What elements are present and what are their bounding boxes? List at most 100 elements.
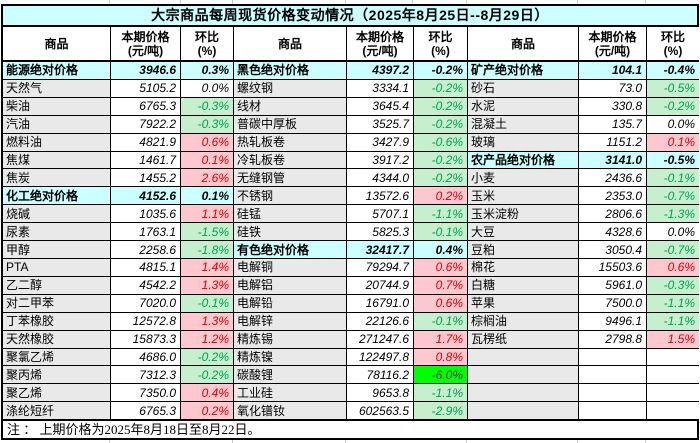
pct-change-cell xyxy=(647,402,699,420)
pct-change-cell: -0.2% xyxy=(181,348,234,366)
pct-change-cell: -0.3% xyxy=(181,115,234,133)
price-cell: 15503.6 xyxy=(579,258,647,276)
table-row: 柴油 6765.3 -0.3% 线材 3645.4 -0.2% 水泥 330.8 -0.2% xyxy=(3,97,699,116)
pct-change-cell: -1.1% xyxy=(647,294,699,312)
commodity-name-cell: 硅铁 xyxy=(234,223,347,241)
commodity-name-cell: 不锈钢 xyxy=(234,187,347,205)
table-body: 能源绝对价格 3946.6 0.3% 黑色绝对价格 4397.2 -0.2% 矿产绝对价格 1… xyxy=(3,62,699,420)
pct-change-cell: 0.4% xyxy=(181,384,234,402)
pct-change-cell: 1.3% xyxy=(181,312,234,330)
table-row: 对二甲苯 7020.0 -0.1% 电解铅 16791.0 0.6% 苹果 7500.0 -1.… xyxy=(3,294,699,313)
price-cell: 13572.6 xyxy=(347,187,414,205)
commodity-name-cell: 普碳中厚板 xyxy=(234,115,347,133)
pct-change-cell xyxy=(647,384,699,402)
commodity-name-cell: PTA xyxy=(3,258,111,276)
price-cell: 6765.3 xyxy=(111,402,181,420)
table-row: 聚丙烯 7312.3 -0.2% 碳酸锂 78116.2 -6.0% xyxy=(3,366,699,385)
commodity-name-cell: 瓦楞纸 xyxy=(468,330,579,348)
commodity-name-cell xyxy=(468,402,579,420)
pct-change-cell: 0.0% xyxy=(647,115,699,133)
pct-change-cell: 0.4% xyxy=(414,241,468,258)
header-commodity-3: 商品 xyxy=(468,27,579,60)
pct-change-cell: -0.1% xyxy=(647,169,699,187)
pct-change-cell: 0.1% xyxy=(181,151,234,169)
commodity-name-cell: 天然橡胶 xyxy=(3,330,111,348)
pct-change-cell: -2.9% xyxy=(414,402,468,420)
commodity-name-cell xyxy=(468,348,579,366)
pct-change-cell: -0.3% xyxy=(647,276,699,294)
pct-change-cell: 0.8% xyxy=(414,348,468,366)
commodity-name-cell: 电解铜 xyxy=(234,258,347,276)
commodity-name-cell: 水泥 xyxy=(468,97,579,115)
pct-change-cell: -0.2% xyxy=(414,97,468,115)
pct-change-cell xyxy=(647,366,699,384)
price-cell: 2353.0 xyxy=(579,187,647,205)
pct-change-cell: -0.1% xyxy=(181,294,234,312)
pct-change-cell: -0.7% xyxy=(647,187,699,205)
pct-change-cell: 0.2% xyxy=(414,187,468,205)
commodity-name-cell: 涤纶短纤 xyxy=(3,402,111,420)
pct-change-cell: 0.6% xyxy=(414,258,468,276)
price-cell: 5707.1 xyxy=(347,205,414,223)
pct-change-cell: 1.7% xyxy=(414,330,468,348)
price-cell: 78116.2 xyxy=(347,366,414,384)
table-row: 烧碱 1035.6 1.1% 硅锰 5707.1 -1.1% 玉米淀粉 2806.6 -1.3% xyxy=(3,205,699,224)
commodity-name-cell: 硅锰 xyxy=(234,205,347,223)
pct-change-cell: 0.3% xyxy=(181,62,234,79)
table-title: 大宗商品每周现货价格变动情况（2025年8月25日--8月29日） xyxy=(3,6,697,27)
price-cell: 73.0 xyxy=(579,79,647,97)
commodity-name-cell: 冷轧板卷 xyxy=(234,151,347,169)
pct-change-cell: 0.1% xyxy=(647,133,699,151)
footnote: 注 ： 上期价格为2025年8月18日至8月22日。 xyxy=(3,419,697,438)
price-cell: 4397.2 xyxy=(347,62,414,79)
price-cell: 4815.1 xyxy=(111,258,181,276)
commodity-name-cell: 乙二醇 xyxy=(3,276,111,294)
price-cell: 6765.3 xyxy=(111,97,181,115)
pct-change-cell: -0.2% xyxy=(414,169,468,187)
commodity-name-cell: 苹果 xyxy=(468,294,579,312)
commodity-name-cell: 电解锌 xyxy=(234,312,347,330)
pct-change-cell: -0.7% xyxy=(647,241,699,258)
pct-change-cell: -0.2% xyxy=(414,79,468,97)
commodity-name-cell: 柴油 xyxy=(3,97,111,115)
price-cell xyxy=(579,384,647,402)
table-row: 丁苯橡胶 12572.8 1.3% 电解锌 22126.6 -0.1% 棕榈油 9496.1-… xyxy=(3,312,699,331)
pct-change-cell: -0.2% xyxy=(414,115,468,133)
pct-change-cell: -0.5% xyxy=(647,151,699,169)
pct-change-cell: -6.0% xyxy=(414,366,468,384)
commodity-name-cell: 尿素 xyxy=(3,223,111,241)
pct-change-cell: -0.6% xyxy=(414,133,468,151)
pct-change-cell: 0.1% xyxy=(181,187,234,205)
price-cell: 12572.8 xyxy=(111,312,181,330)
table-row: 天然气 5105.2 0.0% 螺纹钢 3334.1 -0.2% 砂石 73.0 -0.5% xyxy=(3,79,699,98)
commodity-name-cell: 螺纹钢 xyxy=(234,79,347,97)
table-row: 尿素 1763.1 -1.5% 硅铁 5825.3 -0.1% 大豆 4328.6 0.0% xyxy=(3,223,699,242)
commodity-name-cell: 豆粕 xyxy=(468,241,579,258)
commodity-name-cell: 焦炭 xyxy=(3,169,111,187)
table-row: 乙二醇 4542.2 1.3% 电解铝 20744.9 0.7% 白糖 5961.0 -0.3% xyxy=(3,276,699,295)
header-pct-2: 环比 (%) xyxy=(414,27,468,60)
header-commodity-2: 商品 xyxy=(234,27,347,60)
pct-change-cell: -1.1% xyxy=(414,205,468,223)
commodity-price-table: 大宗商品每周现货价格变动情况（2025年8月25日--8月29日） 商品 本期价… xyxy=(1,4,699,440)
pct-change-cell: 1.4% xyxy=(181,258,234,276)
table-row: PTA 4815.1 1.4% 电解铜 79294.7 0.6% 棉花 15503.6 0.6% xyxy=(3,258,699,277)
commodity-name-cell: 混凝土 xyxy=(468,115,579,133)
pct-change-cell: 0.2% xyxy=(181,402,234,420)
commodity-name-cell: 精炼锡 xyxy=(234,330,347,348)
price-cell: 7500.0 xyxy=(579,294,647,312)
price-cell: 5105.2 xyxy=(111,79,181,97)
price-cell: 7922.2 xyxy=(111,115,181,133)
commodity-name-cell: 工业硅 xyxy=(234,384,347,402)
price-cell: 9496.1 xyxy=(579,312,647,330)
price-cell: 4328.6 xyxy=(579,223,647,241)
commodity-name-cell: 有色绝对价格 xyxy=(234,241,347,258)
commodity-name-cell: 聚丙烯 xyxy=(3,366,111,384)
commodity-name-cell: 小麦 xyxy=(468,169,579,187)
price-cell: 2436.6 xyxy=(579,169,647,187)
price-cell: 20744.9 xyxy=(347,276,414,294)
commodity-name-cell: 汽油 xyxy=(3,115,111,133)
commodity-name-cell: 天然气 xyxy=(3,79,111,97)
commodity-name-cell: 对二甲苯 xyxy=(3,294,111,312)
table-row: 聚乙烯 7350.0 0.4% 工业硅 9653.8 -1.1% xyxy=(3,384,699,403)
